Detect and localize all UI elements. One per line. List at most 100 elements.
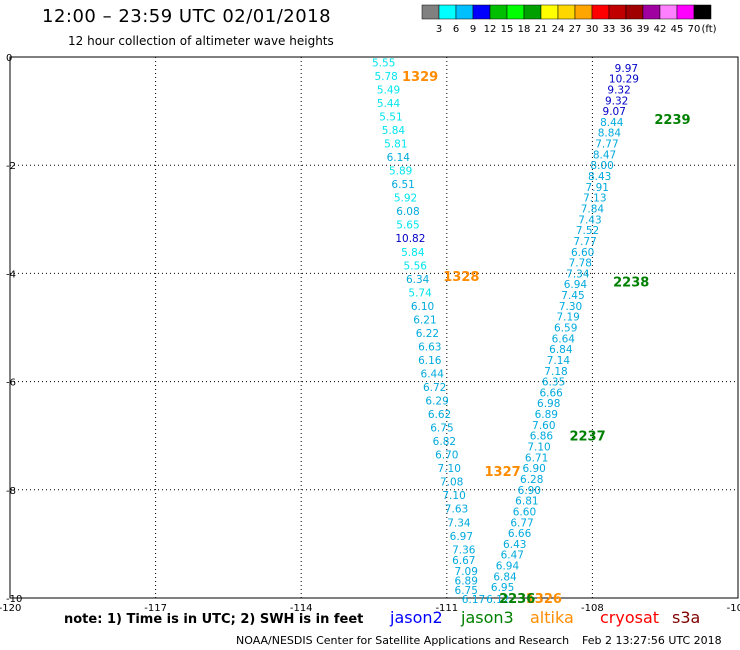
legend-cryosat: cryosat [600, 608, 660, 627]
wave-height-value: 7.36 [452, 544, 476, 556]
legend-jason3: jason3 [461, 608, 514, 627]
x-tick-label: -108 [581, 603, 604, 614]
wave-height-value: 5.84 [382, 125, 406, 137]
wave-height-value: 6.28 [520, 474, 543, 486]
footer-credit: NOAA/NESDIS Center for Satellite Applica… [236, 634, 570, 647]
wave-height-value: 6.43 [503, 539, 526, 551]
page-subtitle: 12 hour collection of altimeter wave hei… [68, 34, 334, 48]
wave-height-value: 6.77 [510, 517, 533, 529]
wave-height-value: 8.00 [590, 160, 613, 172]
colorbar-label: 45 [671, 24, 684, 35]
colorbar-label: 15 [501, 24, 514, 35]
wave-height-value: 6.10 [411, 301, 434, 313]
wave-height-value: 6.94 [564, 279, 588, 291]
wave-height-value: 6.75 [430, 423, 453, 435]
x-tick-label: -114 [290, 603, 313, 614]
wave-height-value: 9.97 [615, 63, 638, 75]
wave-height-value: 7.77 [595, 139, 618, 151]
wave-height-value: 6.16 [418, 355, 442, 367]
wave-height-value: 7.34 [566, 268, 590, 280]
wave-height-value: 7.78 [569, 258, 592, 270]
wave-height-value: 6.71 [525, 452, 548, 464]
wave-height-value: 6.97 [450, 531, 473, 543]
wave-height-value: 5.65 [396, 220, 419, 232]
wave-height-value: 6.81 [515, 496, 538, 508]
colorbar-unit: (ft) [701, 24, 716, 35]
colorbar-label: 12 [484, 24, 497, 35]
wave-height-value: 7.10 [527, 442, 550, 454]
colorbar-label: 33 [603, 24, 616, 35]
page-title: 12:00 – 23:59 UTC 02/01/2018 [42, 6, 332, 27]
wave-height-value: 7.91 [586, 182, 609, 194]
wave-height-value: 5.84 [401, 247, 425, 259]
wave-height-value: 6.94 [496, 561, 520, 573]
wave-height-value: 6.29 [425, 396, 448, 408]
wave-height-value: 7.08 [440, 477, 463, 489]
wave-height-value: 8.84 [598, 128, 622, 140]
wave-height-value: 7.09 [455, 566, 478, 578]
wave-height-value: 6.35 [542, 377, 565, 389]
y-tick-label: -8 [6, 486, 16, 497]
pass-time-label: 1327 [485, 465, 521, 480]
note-text: note: 1) Time is in UTC; 2) SWH is in fe… [64, 612, 364, 627]
pass-time-label: 1326 [526, 592, 562, 607]
wave-height-value: 7.77 [573, 236, 596, 248]
x-tick-label: -111 [435, 603, 458, 614]
wave-height-value: 6.64 [552, 333, 576, 345]
wave-height-value: 8.44 [600, 117, 624, 129]
wave-height-value: 6.82 [433, 436, 456, 448]
wave-height-value: 6.95 [491, 582, 514, 594]
map-frame [9, 56, 739, 599]
colorbar-label: 42 [654, 24, 667, 35]
colorbar-label: 27 [569, 24, 582, 35]
wave-height-value: 10.82 [395, 233, 425, 245]
wave-height-value: 7.19 [556, 312, 579, 324]
wave-height-value: 9.07 [603, 106, 626, 118]
pass-time-label: 1329 [402, 70, 438, 85]
wave-height-value: 6.72 [423, 382, 446, 394]
wave-height-value: 6.44 [421, 368, 445, 380]
colorbar-label: 6 [453, 24, 459, 35]
colorbar-label: 30 [586, 24, 599, 35]
colorbar-label: 21 [535, 24, 548, 35]
wave-height-value: 6.70 [435, 450, 458, 462]
wave-height-value: 6.34 [406, 274, 430, 286]
pass-time-label: 2238 [613, 276, 649, 291]
wave-height-value: 7.14 [547, 355, 571, 367]
wave-height-value: 6.66 [508, 528, 532, 540]
wave-height-value: 6.98 [537, 398, 560, 410]
wave-height-value: 6.14 [387, 152, 411, 164]
wave-height-value: 7.60 [532, 420, 555, 432]
wave-height-value: 5.51 [379, 112, 402, 124]
wave-height-value: 5.92 [394, 193, 417, 205]
wave-height-value: 7.18 [544, 366, 567, 378]
pass-time-label: 2236 [499, 592, 535, 607]
x-tick-label: -117 [144, 603, 167, 614]
wave-height-value: 6.17 [462, 594, 485, 606]
y-tick-label: 0 [6, 53, 12, 64]
wave-height-value: 6.84 [549, 344, 573, 356]
colorbar-label: 3 [436, 24, 442, 35]
wave-height-value: 5.78 [374, 71, 397, 83]
colorbar-label: 18 [518, 24, 531, 35]
wave-height-value: 5.89 [389, 166, 412, 178]
colorbar-label: 24 [552, 24, 565, 35]
wave-height-value: 6.21 [413, 314, 436, 326]
wave-height-value: 5.44 [377, 98, 401, 110]
wave-height-value: 7.84 [581, 203, 605, 215]
wave-height-value: 6.90 [518, 485, 541, 497]
wave-height-value: 7.13 [583, 193, 606, 205]
pass-time-label: 1328 [443, 270, 479, 285]
colorbar-label: 70 [688, 24, 701, 35]
wave-height-value: 7.10 [442, 490, 465, 502]
wave-height-value: 6.66 [539, 387, 563, 399]
wave-height-value: 6.67 [452, 555, 475, 567]
footer-timestamp: Feb 2 13:27:56 UTC 2018 [582, 634, 722, 647]
colorbar-label: 36 [620, 24, 633, 35]
y-tick-label: -6 [6, 378, 16, 389]
legend-s3a: s3a [672, 608, 701, 627]
wave-height-value: 5.56 [404, 260, 428, 272]
wave-height-value: 6.51 [391, 179, 414, 191]
wave-height-value: 6.22 [416, 328, 439, 340]
